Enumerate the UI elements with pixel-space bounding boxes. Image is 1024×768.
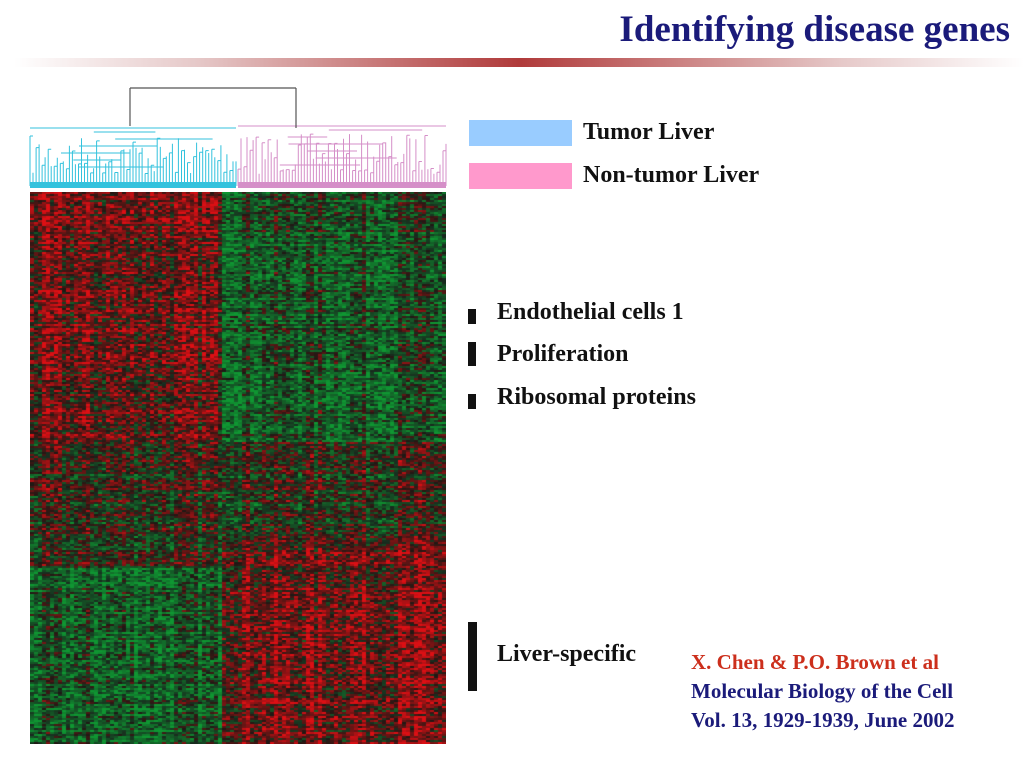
tumor-liver-swatch — [469, 120, 572, 146]
proliferation-cluster-bar — [468, 342, 476, 366]
endothelial-cluster-label: Endothelial cells 1 — [497, 299, 684, 325]
ribosomal-cluster-label: Ribosomal proteins — [497, 384, 696, 410]
nontumor-liver-label: Non-tumor Liver — [583, 162, 760, 188]
endothelial-cluster-bar — [468, 309, 476, 324]
sample-dendrogram — [29, 87, 447, 188]
nontumor-liver-swatch — [469, 163, 572, 189]
nontumor-dendrogram — [237, 125, 447, 188]
citation-authors: X. Chen & P.O. Brown et al — [691, 650, 939, 674]
expression-heatmap — [30, 192, 446, 744]
dendrogram-root — [129, 87, 297, 128]
proliferation-cluster-label: Proliferation — [497, 341, 629, 367]
liver-specific-cluster-bar — [468, 622, 477, 691]
citation-journal: Molecular Biology of the Cell — [691, 679, 954, 703]
tumor-dendrogram — [29, 127, 237, 188]
liver-specific-cluster-label: Liver-specific — [497, 641, 637, 667]
tumor-liver-label: Tumor Liver — [583, 119, 715, 145]
citation-volume: Vol. 13, 1929-1939, June 2002 — [691, 708, 955, 732]
title-divider — [14, 58, 1024, 67]
citation: X. Chen & P.O. Brown et al Molecular Bio… — [691, 648, 955, 735]
ribosomal-cluster-bar — [468, 394, 476, 409]
slide-title: Identifying disease genes — [619, 9, 1010, 50]
